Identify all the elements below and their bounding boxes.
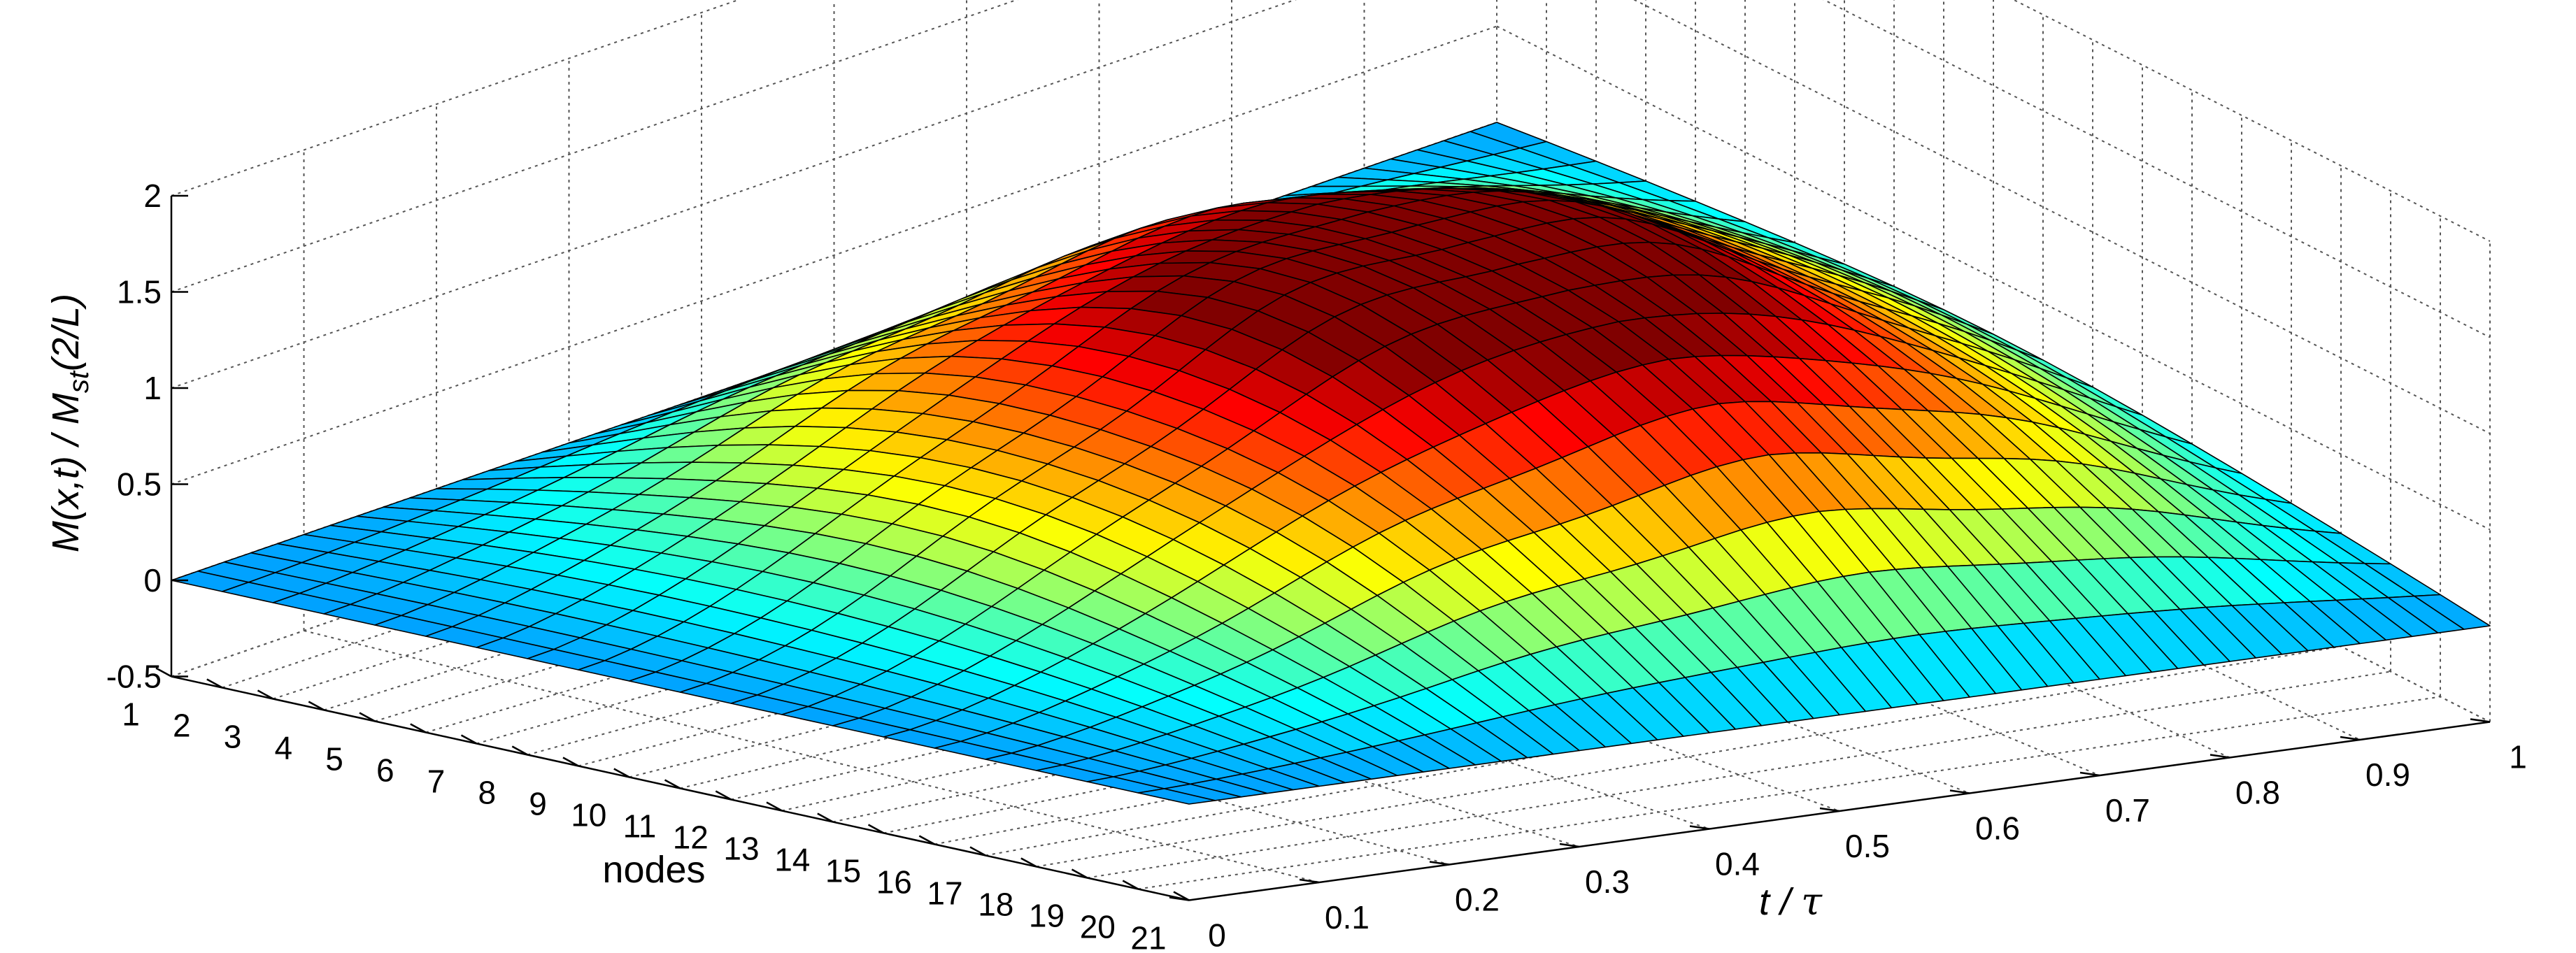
x-tick [460,734,478,745]
y-tick-label: 0.9 [2365,757,2410,793]
x-tick-label: 17 [927,875,962,912]
y-tick-label: 0.6 [1975,810,2020,847]
x-tick [766,801,783,812]
y-tick-label: 0.3 [1585,864,1630,900]
z-tick-label: 1 [143,370,162,406]
surface-patch [1137,788,1216,805]
x-tick-label: 7 [427,764,446,800]
z-tick-label: 0 [143,562,162,599]
y-tick [2079,771,2100,777]
x-tick-label: 15 [825,853,861,889]
z-tick-label: -0.5 [106,659,162,695]
x-tick-label: 4 [275,730,293,766]
x-tick-label: 21 [1130,920,1166,953]
y-tick [2470,718,2491,723]
surface-layer [171,122,2491,805]
x-tick [1071,868,1088,879]
side-wall-gridline [171,25,1497,485]
x-tick [664,779,681,789]
floor-gridline [1099,355,2100,776]
y-tick-label: 0.2 [1455,882,1500,918]
x-tick-label: 18 [978,887,1013,923]
x-tick-label: 5 [325,741,343,778]
y-tick-label: 0.7 [2105,792,2150,829]
x-tick [1173,891,1190,901]
x-tick [206,678,223,689]
x-tick-label: 13 [723,831,759,867]
x-tick-label: 1 [122,696,140,733]
floor-gridline [1087,671,2391,879]
x-tick [562,757,579,767]
x-tick [1020,857,1037,868]
z-tick-label: 0.5 [117,466,162,503]
x-tick-label: 11 [623,808,657,845]
y-tick [1559,843,1580,848]
label-layer: nodes t / τ M(x,t) / Mst(2/L) [45,294,1823,924]
floor-gridline [966,401,1970,794]
x-tick [715,790,732,801]
x-tick-label: 8 [478,775,497,811]
y-tick [1689,825,1710,830]
x-axis-title: nodes [602,849,705,891]
y-tick-label: 0.1 [1325,899,1369,936]
x-tick-label: 2 [173,708,191,744]
floor-gridline [834,447,1840,812]
x-tick [817,812,834,823]
y-tick [1819,807,1840,812]
x-tick [155,667,172,678]
x-tick [867,824,885,834]
x-tick [969,846,986,857]
x-tick [918,835,935,845]
x-tick [257,689,274,700]
y-tick [2209,754,2230,759]
x-tick [308,701,325,711]
x-tick-label: 10 [571,797,606,833]
axis-layer: -0.500.511.521 2 3 4 5 6 7 8 9 10 11 12 13 14 15 16 17 18… [106,178,2527,953]
x-tick [511,745,528,756]
y-tick-label: 0.4 [1715,846,1760,882]
x-tick [613,768,630,778]
z-tick-label: 2 [143,178,162,214]
y-tick-label: 1 [2509,739,2527,775]
x-tick-label: 14 [774,842,810,878]
y-tick [1169,896,1190,901]
x-tick-label: 9 [529,786,547,822]
z-tick-label: 1.5 [117,274,162,310]
x-tick-label: 12 [673,819,709,856]
x-tick-label: 19 [1029,898,1065,934]
x-tick-label: 16 [876,864,912,901]
y-tick-label: 0 [1208,917,1226,953]
x-tick [1122,880,1139,890]
y-axis-title: t / τ [1759,880,1823,924]
x-tick [359,712,376,722]
y-tick-label: 0.8 [2235,775,2280,811]
z-axis-title: M(x,t) / Mst(2/L) [45,294,94,552]
x-tick [410,723,427,733]
y-tick [2340,736,2361,741]
x-tick-label: 6 [376,752,394,789]
x-tick-label: 20 [1080,909,1116,945]
y-tick [1949,789,1970,794]
x-tick-label: 3 [224,719,242,755]
y-tick [1299,878,1320,884]
y-tick [1429,861,1450,866]
y-tick-label: 0.5 [1845,828,1890,864]
